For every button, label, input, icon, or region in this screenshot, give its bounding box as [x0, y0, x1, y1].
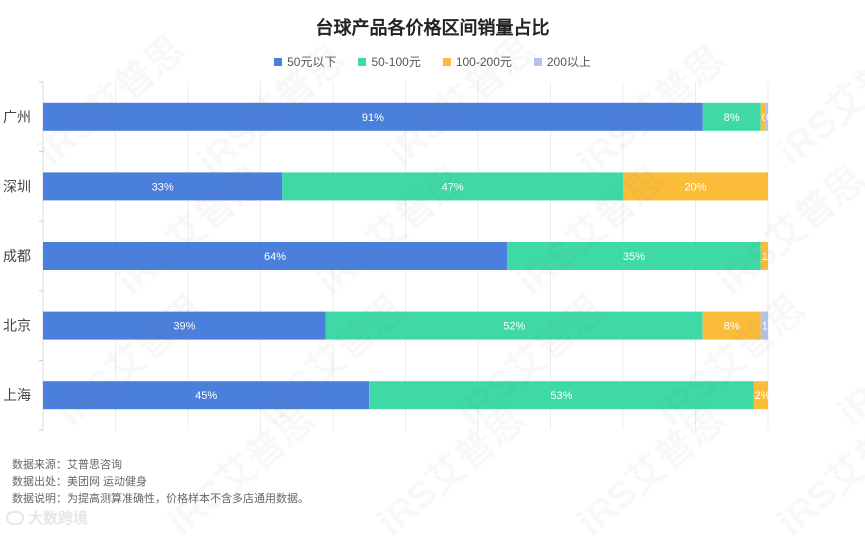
- legend-swatch: [274, 57, 283, 66]
- category-label: 上海: [3, 387, 31, 403]
- data-notes: 数据来源：艾普思咨询 数据出处：美团网 运动健身 数据说明：为提高测算准确性，价…: [12, 457, 309, 508]
- bar-segment: [282, 172, 623, 201]
- bar-segment: [507, 242, 761, 270]
- legend-label: 200以上: [546, 55, 591, 69]
- data-label: 35%: [623, 251, 645, 263]
- data-label: 47%: [442, 181, 464, 193]
- note-origin: 数据出处：美团网 运动健身: [12, 476, 148, 488]
- legend-swatch: [533, 57, 542, 66]
- data-label: 64%: [264, 251, 286, 263]
- data-label: 45%: [195, 390, 217, 402]
- brand-icon: [6, 510, 24, 525]
- data-label: 8%: [724, 321, 740, 333]
- bar-segment: [43, 381, 370, 410]
- data-label: 91%: [362, 112, 384, 124]
- bar-segment: [43, 311, 326, 340]
- bar-segment: [760, 102, 766, 131]
- data-label: 39%: [173, 321, 195, 333]
- bar-segment: [753, 381, 768, 410]
- category-label: 北京: [3, 318, 31, 334]
- data-label: 1%: [762, 251, 778, 263]
- bar-segment: [760, 311, 768, 340]
- legend-item-2[interactable]: 100-200元: [442, 53, 512, 70]
- brand-logo: 大数跨境: [6, 507, 88, 528]
- data-label: 8%: [724, 112, 740, 124]
- category-label: 成都: [3, 248, 31, 264]
- legend-item-1[interactable]: 50-100元: [358, 53, 421, 70]
- data-label: 33%: [152, 181, 174, 193]
- category-label: 广州: [3, 109, 31, 125]
- legend: 50元以下 50-100元 100-200元 200以上: [0, 53, 865, 70]
- legend-label: 50元以下: [287, 55, 337, 69]
- legend-swatch: [358, 57, 367, 66]
- bar-segment: [702, 311, 761, 340]
- brand-name: 大数跨境: [28, 510, 89, 527]
- data-label: 1%: [762, 321, 778, 333]
- legend-label: 50-100元: [371, 55, 421, 69]
- bar-segment: [43, 102, 703, 131]
- bar-segment: [765, 102, 768, 131]
- note-description: 数据说明：为提高测算准确性，价格样本不含多店通用数据。: [12, 493, 309, 505]
- category-label: 深圳: [3, 178, 31, 194]
- chart-title: 台球产品各价格区间销量占比: [315, 18, 550, 38]
- data-label: 0%: [766, 112, 782, 124]
- data-label: 2%: [755, 390, 771, 402]
- bar-segment: [702, 102, 761, 131]
- legend-item-3[interactable]: 200以上: [533, 53, 591, 70]
- bar-segment: [43, 242, 507, 270]
- data-label: 52%: [503, 321, 525, 333]
- note-source: 数据来源：艾普思咨询: [12, 459, 122, 471]
- bar-segment: [43, 172, 283, 201]
- data-label: 53%: [550, 390, 572, 402]
- data-label: 20%: [684, 181, 706, 193]
- stacked-bar-chart: 广州 91% 8% 0%0%深圳 33% 47% 20%成都 64% 35% 1%北京 39% 52%…: [3, 81, 782, 431]
- bar-segment: [623, 172, 768, 201]
- bar-segment: [369, 381, 754, 410]
- legend-label: 100-200元: [455, 55, 512, 69]
- bar-segment: [325, 311, 703, 340]
- legend-item-0[interactable]: 50元以下: [274, 53, 336, 70]
- bar-segment: [760, 242, 768, 270]
- legend-swatch: [442, 57, 451, 66]
